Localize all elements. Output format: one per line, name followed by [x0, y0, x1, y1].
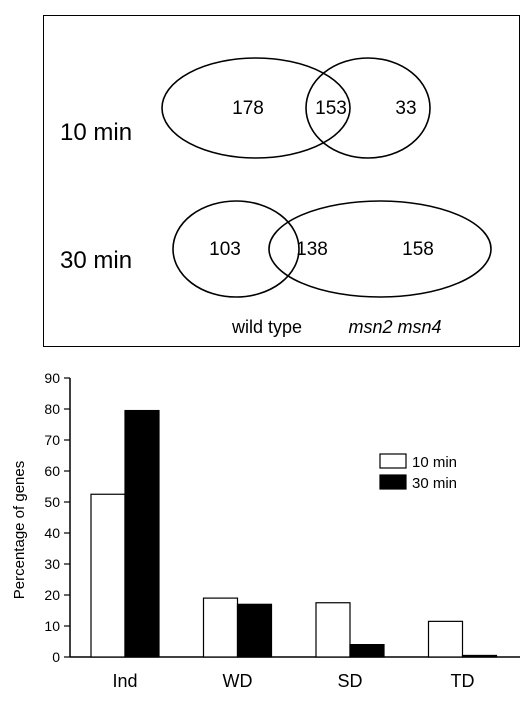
y-tick-label-0: 0 [52, 649, 60, 665]
venn-count-overlap-10min: 153 [315, 98, 347, 119]
venn-set-label-wild-type: wild type [231, 317, 302, 337]
venn-row-label-10min: 10 min [60, 119, 132, 146]
venn-count-msn2-msn4-only-30min: 158 [402, 239, 434, 260]
bar-wd-30-min [236, 603, 273, 658]
legend-label-10-min: 10 min [412, 454, 457, 471]
venn-msn2-msn4-ellipse-10min [305, 57, 431, 159]
legend-swatch-10-min [379, 453, 407, 469]
bar-chart: 0 10 20 30 40 50 60 70 80 90 Ind WD SD TD Percentage … [11, 370, 520, 691]
y-tick-label-60: 60 [44, 463, 60, 479]
y-tick-label-40: 40 [44, 525, 60, 541]
bar-td-10-min [427, 620, 464, 658]
venn-row-label-30min: 30 min [60, 247, 132, 274]
y-tick-label-90: 90 [44, 370, 60, 386]
legend-label-30-min: 30 min [412, 475, 457, 492]
legend-swatch-30-min [379, 474, 407, 490]
venn-diagram: 10 min 178 153 33 30 min 103 138 158 wil… [60, 57, 492, 337]
bar-sd-30-min [349, 644, 385, 658]
bar-td-30-min [461, 654, 498, 658]
bar-sd-10-min [315, 602, 351, 658]
y-axis-label: Percentage of genes [11, 461, 28, 599]
venn-count-wild-type-only-10min: 178 [232, 98, 264, 119]
bar-ind-30-min [124, 409, 160, 658]
bar-ind-10-min [90, 493, 126, 658]
y-tick-label-20: 20 [44, 587, 60, 603]
x-tick-label-td: TD [451, 671, 475, 691]
bar-chart-tick-labels: 0 10 20 30 40 50 60 70 80 90 Ind WD SD TD [44, 370, 474, 691]
chart-legend: 10 min 30 min [379, 453, 457, 492]
x-tick-label-wd: WD [223, 671, 253, 691]
y-tick-label-80: 80 [44, 401, 60, 417]
y-tick-label-30: 30 [44, 556, 60, 572]
venn-count-wild-type-only-30min: 103 [209, 239, 241, 260]
venn-wild-type-ellipse-30min [172, 200, 300, 298]
venn-set-label-msn2-msn4: msn2 msn4 [348, 317, 441, 337]
bar-chart-bars [90, 409, 498, 658]
y-tick-label-10: 10 [44, 618, 60, 634]
venn-count-overlap-30min: 138 [296, 239, 328, 260]
venn-diagram-panel [43, 15, 520, 347]
venn-count-msn2-msn4-only-10min: 33 [395, 98, 416, 119]
x-tick-label-ind: Ind [112, 671, 137, 691]
y-tick-label-50: 50 [44, 494, 60, 510]
bar-wd-10-min [202, 597, 239, 658]
venn-msn2-msn4-ellipse-30min [268, 200, 492, 298]
x-tick-label-sd: SD [337, 671, 362, 691]
venn-wild-type-ellipse-10min [161, 57, 351, 159]
y-tick-label-70: 70 [44, 432, 60, 448]
